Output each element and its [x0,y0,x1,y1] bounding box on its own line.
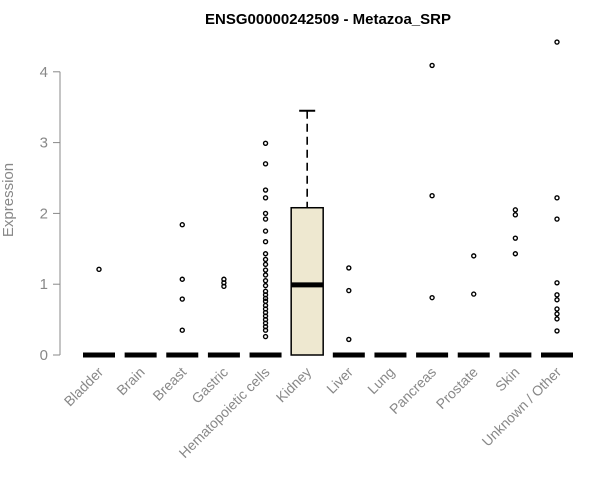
outlier-point [262,239,269,245]
outlier-point [262,261,269,268]
outlier-point [346,265,352,271]
outlier-point [262,277,269,284]
outlier-point [512,212,519,218]
chart-title: ENSG00000242509 - Metazoa_SRP [205,11,451,28]
outlier-point [471,291,477,297]
outlier-point [262,295,269,302]
x-tick-label: Kidney [273,364,315,406]
outlier-point [262,195,269,201]
outlier-point [262,256,269,263]
x-tick-label: Bladder [61,364,107,410]
outlier-point [262,333,269,340]
box-group [249,140,282,358]
box-group [541,39,573,358]
outlier-point [512,207,519,213]
boxes [83,39,573,358]
outlier-point [554,292,560,298]
outlier-point [346,287,352,294]
outlier-point [512,251,519,257]
outlier-point [512,235,519,241]
box-group [499,207,532,358]
outlier-point [554,39,560,45]
outlier-point [554,306,560,312]
y-tick-label: 3 [40,135,48,152]
outlier-point [262,267,269,273]
outlier-point [262,228,269,234]
outlier-point [429,192,435,199]
outlier-point [262,298,269,304]
y-tick-label: 0 [40,347,48,364]
outlier-point [262,187,269,193]
outlier-point [346,336,352,343]
outlier-point [179,222,185,228]
outlier-point [179,327,185,333]
x-tick-label: Prostate [433,364,481,412]
x-tick-label: Liver [323,364,356,397]
outlier-point [96,266,102,273]
box-group [83,266,115,358]
outlier-point [262,216,269,222]
outlier-point [554,195,560,201]
x-tick-label: Lung [364,364,397,397]
y-tick-label: 1 [40,276,48,293]
outlier-point [471,253,477,259]
outlier-point [554,216,560,222]
outlier-point [554,311,560,317]
y-axis: 0 1 2 3 4 [40,64,61,364]
outlier-point [262,210,269,217]
box-group [207,276,240,358]
box-group [290,109,324,356]
outlier-point [179,276,185,282]
outlier-point [554,328,560,334]
box-group [332,265,365,358]
box-group [416,62,449,358]
outlier-point [221,283,227,290]
y-tick-label: 2 [40,205,48,222]
outlier-point [262,272,269,278]
x-tick-label: Brain [113,364,147,398]
x-tick-label: Unknown / Other [479,364,565,450]
outlier-point [262,161,269,167]
outlier-point [554,316,560,322]
outlier-point [262,327,269,333]
box [290,206,324,356]
box-group [166,222,199,358]
outlier-point [262,282,269,289]
outlier-point [262,251,269,257]
x-tick-label: Skin [492,364,523,395]
y-tick-label: 4 [40,64,48,81]
outlier-point [554,280,560,286]
outlier-point [554,297,560,303]
outlier-point [262,140,269,147]
x-tick-label: Breast [149,364,189,404]
outlier-point [429,294,435,301]
outlier-point [429,62,435,69]
y-axis-label: Expression [0,163,17,237]
box-group [457,253,490,358]
outlier-point [179,296,185,302]
